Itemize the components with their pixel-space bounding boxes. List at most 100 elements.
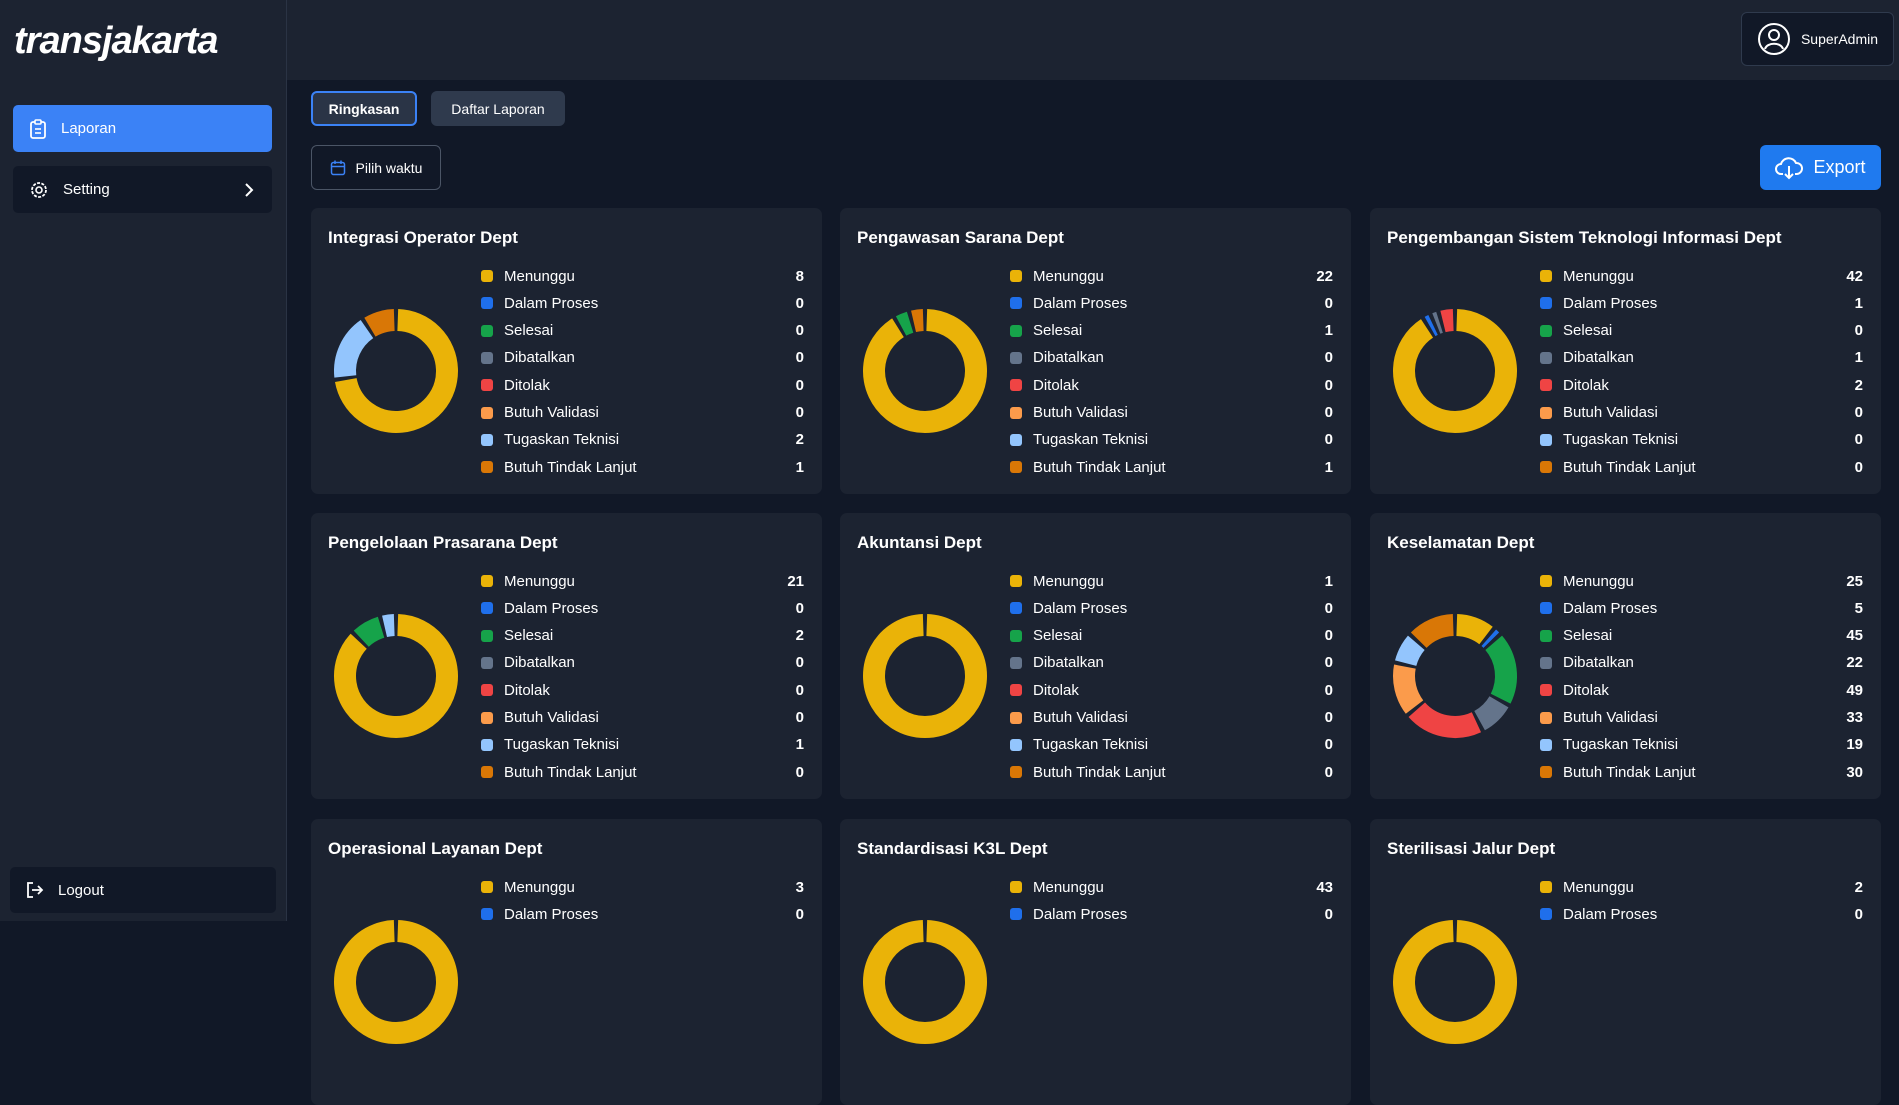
- donut-segment: [863, 920, 987, 1044]
- legend-dot: [1540, 711, 1552, 724]
- legend-label: Butuh Tindak Lanjut: [1563, 458, 1696, 476]
- legend-row: Tugaskan Teknisi 0: [1540, 430, 1863, 450]
- legend-dot: [1540, 324, 1552, 337]
- legend-dot: [1010, 575, 1022, 587]
- donut-chart: [1393, 309, 1517, 433]
- legend-dot: [481, 711, 493, 724]
- legend-row: Butuh Validasi 0: [481, 403, 804, 423]
- donut-segment: [911, 309, 924, 333]
- card: Pengawasan Sarana Dept Menunggu 22 Dalam Pr…: [840, 208, 1351, 494]
- legend-value: 0: [795, 376, 804, 394]
- legend-row: Butuh Validasi 0: [1010, 708, 1333, 728]
- legend-value: 0: [1324, 654, 1333, 672]
- legend-row: Butuh Validasi 0: [1540, 403, 1863, 423]
- legend-row: Dalam Proses 0: [1010, 904, 1333, 924]
- legend-value: 45: [1846, 627, 1863, 645]
- legend-dot: [1010, 406, 1022, 419]
- legend-value: 0: [1324, 681, 1333, 699]
- legend-value: 1: [1324, 572, 1333, 590]
- legend-label: Ditolak: [1563, 681, 1609, 699]
- card: Pengembangan Sistem Teknologi Informasi …: [1370, 208, 1881, 494]
- legend-dot: [1010, 379, 1022, 392]
- legend-label: Menunggu: [1033, 267, 1104, 285]
- menu-item[interactable]: Setting: [13, 166, 272, 213]
- sidebar: transjakarta Laporan Setting Logout: [0, 0, 287, 921]
- legend-dot: [1540, 766, 1552, 779]
- legend-value: 0: [1324, 905, 1333, 923]
- legend-dot: [1010, 270, 1022, 282]
- legend-label: Selesai: [1033, 322, 1083, 340]
- legend-row: Tugaskan Teknisi 19: [1540, 735, 1863, 755]
- legend-row: Ditolak 2: [1540, 375, 1863, 395]
- logout-button[interactable]: Logout: [10, 867, 276, 913]
- legend-value: 0: [1324, 627, 1333, 645]
- legend-value: 3: [795, 878, 804, 896]
- donut-segment: [334, 309, 458, 433]
- donut-segment: [1410, 614, 1455, 649]
- legend-label: Ditolak: [504, 681, 550, 699]
- legend-label: Tugaskan Teknisi: [1033, 431, 1149, 449]
- legend-dot: [1010, 433, 1022, 446]
- legend-value: 0: [795, 322, 804, 340]
- legend-label: Dalam Proses: [504, 599, 599, 617]
- legend-row: Menunggu 25: [1540, 571, 1863, 591]
- legend-dot: [481, 908, 493, 921]
- donut-segment: [334, 920, 458, 1044]
- card-title: Pengawasan Sarana Dept: [857, 228, 1064, 247]
- donut-segment: [1485, 635, 1517, 704]
- legend-value: 0: [795, 599, 804, 617]
- legend-row: Menunggu 22: [1010, 266, 1333, 286]
- legend-label: Butuh Validasi: [1033, 404, 1128, 421]
- card-title: Sterilisasi Jalur Dept: [1387, 839, 1556, 858]
- legend-value: 0: [795, 349, 804, 367]
- icon: [30, 118, 46, 139]
- icon: [31, 181, 47, 198]
- logout-label: Logout: [58, 881, 104, 899]
- tab-label: Ringkasan: [328, 100, 400, 117]
- legend-dot: [481, 602, 493, 615]
- legend-row: Butuh Validasi 0: [1010, 403, 1333, 423]
- user-menu[interactable]: SuperAdmin: [1741, 12, 1894, 66]
- export-button[interactable]: Export: [1760, 145, 1881, 190]
- legend-dot: [1540, 270, 1552, 282]
- card: Akuntansi Dept Menunggu 1 Dalam Proses 0 Sele…: [840, 513, 1351, 799]
- legend-row: Ditolak 0: [481, 680, 804, 700]
- donut-segment: [1481, 629, 1500, 648]
- legend-label: Selesai: [1563, 627, 1613, 645]
- legend-value: 0: [1854, 404, 1863, 421]
- tab[interactable]: Ringkasan: [311, 91, 417, 126]
- card: Operasional Layanan Dept Menunggu 3 Dalam P…: [311, 819, 822, 1105]
- menu-label: Setting: [63, 181, 110, 198]
- legend-value: 0: [1854, 431, 1863, 449]
- legend-dot: [1540, 629, 1552, 642]
- legend-row: Tugaskan Teknisi 0: [1010, 430, 1333, 450]
- legend-value: 21: [787, 572, 804, 590]
- legend-dot: [481, 461, 493, 474]
- donut-chart: [863, 920, 987, 1044]
- legend-dot: [1010, 766, 1022, 779]
- legend-dot: [1010, 881, 1022, 893]
- legend-label: Butuh Validasi: [504, 404, 599, 421]
- legend-label: Menunggu: [1563, 572, 1634, 590]
- legend-dot: [481, 684, 493, 697]
- date-filter[interactable]: Pilih waktu: [311, 145, 441, 190]
- legend-row: Dalam Proses 1: [1540, 293, 1863, 313]
- card: Standardisasi K3L Dept Menunggu 43 Dalam Pr…: [840, 819, 1351, 1105]
- legend-dot: [1010, 656, 1022, 669]
- legend-dot: [481, 738, 493, 751]
- legend-label: Dalam Proses: [1033, 599, 1128, 617]
- legend-dot: [1540, 738, 1552, 751]
- menu-item[interactable]: Laporan: [13, 105, 272, 152]
- legend-value: 0: [1324, 376, 1333, 394]
- tab[interactable]: Daftar Laporan: [431, 91, 565, 126]
- avatar: [1757, 23, 1790, 55]
- legend-dot: [481, 270, 493, 282]
- legend-value: 25: [1846, 572, 1863, 590]
- legend-row: Butuh Tindak Lanjut 0: [1540, 457, 1863, 477]
- legend-value: 8: [795, 267, 804, 285]
- legend-row: Dalam Proses 0: [1540, 904, 1863, 924]
- legend-row: Dibatalkan 0: [1010, 653, 1333, 673]
- legend-row: Selesai 2: [481, 626, 804, 646]
- donut-segment: [1395, 635, 1426, 667]
